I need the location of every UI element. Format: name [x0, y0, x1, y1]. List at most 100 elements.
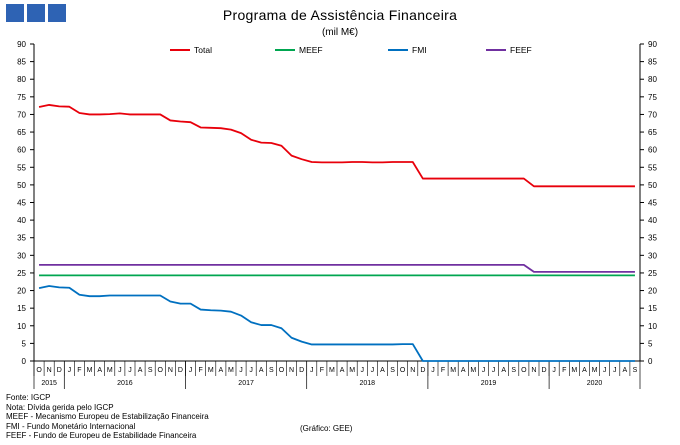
y-tick-label-left: 40: [17, 216, 26, 225]
x-month-label: J: [189, 367, 193, 374]
x-month-label: A: [340, 367, 345, 374]
x-month-label: M: [349, 367, 355, 374]
y-tick-label-left: 30: [17, 251, 26, 260]
x-month-label: M: [228, 367, 234, 374]
y-tick-label-left: 50: [17, 181, 26, 190]
x-year-label: 2019: [481, 380, 497, 387]
x-month-label: A: [380, 367, 385, 374]
chart-notes: Fonte: IGCP Nota: Dívida gerida pelo IGC…: [6, 393, 209, 441]
x-month-label: F: [77, 367, 81, 374]
x-month-label: D: [542, 367, 547, 374]
x-month-label: M: [329, 367, 335, 374]
y-tick-label-right: 75: [648, 93, 657, 102]
x-month-label: S: [390, 367, 395, 374]
x-month-label: A: [219, 367, 224, 374]
y-tick-label-left: 5: [22, 339, 27, 348]
y-tick-label-left: 45: [17, 199, 26, 208]
x-month-label: M: [592, 367, 598, 374]
y-tick-label-right: 85: [648, 58, 657, 67]
series-line-feef: [39, 263, 635, 273]
y-tick-label-right: 10: [648, 322, 657, 331]
y-tick-label-left: 15: [17, 304, 26, 313]
y-tick-label-right: 25: [648, 269, 657, 278]
y-tick-label-right: 20: [648, 287, 657, 296]
gee-logo: [6, 4, 66, 22]
legend-label-meef: MEEF: [299, 45, 323, 55]
x-month-label: A: [138, 367, 143, 374]
y-tick-label-right: 70: [648, 110, 657, 119]
x-month-label: N: [168, 367, 173, 374]
chart-subtitle: (mil M€): [321, 27, 359, 38]
y-tick-label-left: 55: [17, 163, 26, 172]
y-tick-label-right: 35: [648, 234, 657, 243]
x-month-label: J: [118, 367, 122, 374]
x-month-label: M: [87, 367, 93, 374]
x-month-label: A: [97, 367, 102, 374]
x-month-label: A: [259, 367, 264, 374]
x-month-label: N: [531, 367, 536, 374]
x-month-label: S: [148, 367, 153, 374]
note-source: Fonte: IGCP: [6, 393, 51, 402]
y-tick-label-left: 70: [17, 110, 26, 119]
x-month-label: J: [128, 367, 132, 374]
y-tick-label-right: 65: [648, 128, 657, 137]
x-month-label: F: [199, 367, 203, 374]
graph-source: (Gráfico: GEE): [300, 424, 353, 433]
x-month-label: S: [633, 367, 638, 374]
note-meef: MEEF - Mecanismo Europeu de Estabilizaçã…: [6, 412, 209, 422]
x-month-label: A: [501, 367, 506, 374]
legend-label-feef: FEEF: [510, 45, 532, 55]
x-year-label: 2017: [238, 380, 254, 387]
x-month-label: J: [482, 367, 486, 374]
x-month-label: M: [571, 367, 577, 374]
x-month-label: A: [461, 367, 466, 374]
x-month-label: J: [603, 367, 607, 374]
y-tick-label-left: 35: [17, 234, 26, 243]
x-month-label: D: [178, 367, 183, 374]
y-tick-label-left: 60: [17, 146, 26, 155]
x-month-label: D: [57, 367, 62, 374]
x-month-label: J: [552, 367, 556, 374]
x-month-label: D: [299, 367, 304, 374]
x-month-label: M: [470, 367, 476, 374]
y-tick-label-right: 30: [648, 251, 657, 260]
x-month-label: M: [208, 367, 214, 374]
x-month-label: D: [420, 367, 425, 374]
y-tick-label-left: 90: [17, 40, 26, 49]
y-tick-label-right: 80: [648, 75, 657, 84]
y-tick-label-right: 55: [648, 163, 657, 172]
y-tick-label-right: 40: [648, 216, 657, 225]
x-month-label: O: [279, 367, 285, 374]
x-year-label: 2016: [117, 380, 133, 387]
y-tick-label-left: 80: [17, 75, 26, 84]
x-month-label: S: [269, 367, 274, 374]
x-month-label: J: [371, 367, 375, 374]
y-tick-label-right: 50: [648, 181, 657, 190]
x-month-label: J: [239, 367, 243, 374]
y-tick-label-right: 90: [648, 40, 657, 49]
x-month-label: F: [320, 367, 324, 374]
y-tick-label-left: 25: [17, 269, 26, 278]
x-month-label: M: [450, 367, 456, 374]
logo-block: [27, 4, 45, 22]
legend-label-total: Total: [194, 45, 212, 55]
y-tick-label-right: 0: [648, 357, 653, 366]
logo-block: [6, 4, 24, 22]
note-debt: Nota: Dívida gerida pelo IGCP: [6, 402, 114, 412]
x-month-label: O: [36, 367, 42, 374]
y-tick-label-left: 75: [17, 93, 26, 102]
x-month-label: J: [310, 367, 314, 374]
chart-title: Programa de Assistência Financeira: [222, 7, 458, 23]
y-tick-label-left: 10: [17, 322, 26, 331]
x-month-label: J: [68, 367, 72, 374]
y-tick-label-right: 60: [648, 146, 657, 155]
x-month-label: N: [289, 367, 294, 374]
y-tick-label-right: 5: [648, 339, 653, 348]
x-month-label: J: [431, 367, 435, 374]
note-fmi: FMI - Fundo Monetário Internacional: [6, 421, 136, 431]
x-month-label: F: [562, 367, 566, 374]
y-tick-label-left: 0: [22, 357, 27, 366]
series-line-total: [38, 104, 635, 188]
y-tick-label-left: 85: [17, 58, 26, 67]
